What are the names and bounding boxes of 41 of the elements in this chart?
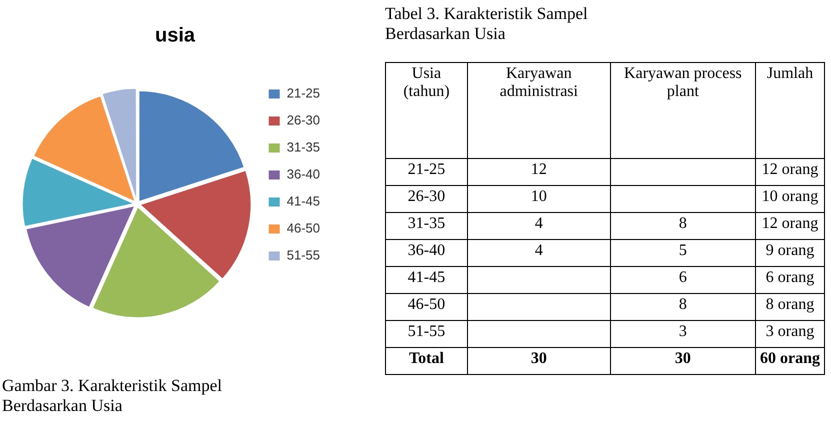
text: 4 (534, 215, 543, 232)
legend-label: 46-50 (286, 220, 320, 236)
text: 6 (678, 269, 687, 286)
text: 12 orang (762, 161, 818, 178)
text: 9 orang (766, 242, 814, 259)
legend-label: 26-30 (286, 112, 320, 128)
text: 36-40 (408, 242, 446, 259)
text: 3 (678, 323, 687, 340)
text: 30 (674, 350, 691, 367)
chart-title: usia (154, 24, 196, 47)
text: 12 (530, 161, 547, 178)
text: 3 orang (766, 323, 814, 340)
category-label: Karyawan process plant (610, 62, 756, 158)
text: 8 orang (766, 296, 814, 313)
text: 8 (678, 296, 687, 313)
text: 46-50 (408, 296, 446, 313)
legend-label: 21-25 (286, 86, 320, 101)
text: 10 (530, 188, 547, 205)
text: 21-25 (408, 161, 446, 178)
text: 31-35 (408, 215, 446, 232)
text: 51-55 (408, 323, 446, 340)
text: 6 orang (766, 269, 814, 286)
legend-label: 36-40 (286, 166, 320, 182)
text: 10 orang (762, 188, 818, 205)
legend-label: 41-45 (286, 194, 320, 209)
text: 41-45 (408, 269, 446, 286)
text: 4 (534, 242, 543, 259)
text: 26-30 (408, 188, 446, 205)
text: Total (408, 350, 444, 367)
text: 5 (678, 242, 687, 259)
legend-label: 31-35 (286, 140, 320, 155)
category-label: Jumlah (755, 62, 824, 158)
legend-label: 51-55 (286, 248, 320, 263)
text: 30 (530, 350, 547, 367)
text: Gambar 3. Karakteristik Sampel Berdasarkan Usia (2, 376, 223, 416)
text: 12 orang (762, 215, 818, 232)
category-label: Usia (tahun) (386, 62, 468, 158)
text: Tabel 3. Karakteristik Sampel Berdasarkan Usia (385, 4, 589, 44)
category-label: Karyawan administrasi (467, 62, 610, 158)
text: 8 (678, 215, 687, 232)
text: 60 orang (760, 350, 820, 367)
